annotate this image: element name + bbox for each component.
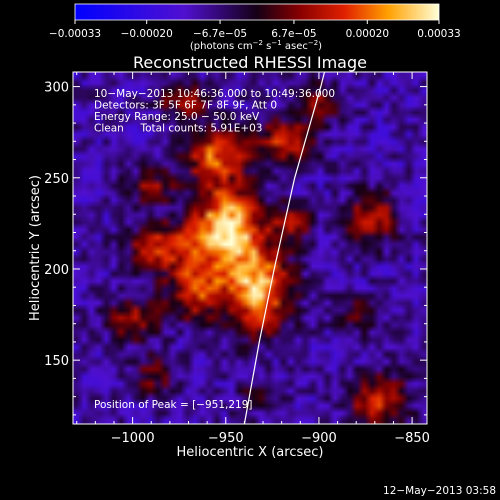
plot-frame	[72, 71, 428, 425]
x-tick-label: −900	[301, 431, 337, 446]
colorbar-ticks: −0.00033 −0.00020 −6.7e−05 6.7e−05 0.00020 0.…	[49, 20, 461, 40]
y-tick-label: 300	[44, 81, 69, 96]
colorbar-unit-label: (photons cm−2 s−1 asec−2)	[190, 39, 322, 52]
x-axis-title: Heliocentric X (arcsec)	[177, 445, 324, 460]
colorbar-tick-label: −6.7e−05	[193, 28, 247, 40]
chart-title: Reconstructed RHESSI Image	[133, 53, 367, 72]
heatmap-image	[73, 72, 427, 424]
x-tick-label: −850	[394, 431, 430, 446]
y-tick-label: 250	[44, 172, 69, 187]
colorbar-tick-label: 6.7e−05	[271, 28, 316, 40]
annotation-peak-position: Position of Peak = [−951,219]	[94, 399, 253, 411]
footer-date: 12−May−2013 03:58	[383, 485, 496, 497]
colorbar-tick-label: 0.00033	[417, 28, 460, 40]
y-tick-label: 150	[44, 354, 69, 369]
y-axis-title: Heliocentric Y (arcsec)	[28, 175, 43, 321]
y-axis-ticks: 150 200 250 300	[44, 81, 427, 416]
annotations: 10−May−2013 10:46:36.000 to 10:49:36.000…	[94, 88, 335, 411]
colorbar-tick-label: 0.00020	[346, 28, 389, 40]
x-tick-label: −950	[208, 431, 244, 446]
x-tick-label: −1000	[111, 431, 155, 446]
colorbar-gradient	[74, 3, 440, 21]
annotation-counts: Clean Total counts: 5.91E+03	[94, 123, 263, 135]
annotation-energy-range: Energy Range: 25.0 − 50.0 keV	[94, 111, 260, 123]
x-axis-ticks: −1000 −950 −900 −850	[76, 72, 430, 446]
annotation-time-range: 10−May−2013 10:46:36.000 to 10:49:36.000	[94, 88, 335, 100]
colorbar-tick-label: −0.00033	[49, 28, 101, 40]
plot-area: −1000 −950 −900 −850 150 200 250 300	[44, 71, 430, 446]
annotation-detectors: Detectors: 3F 5F 6F 7F 8F 9F, Att 0	[94, 100, 277, 112]
y-tick-label: 200	[44, 263, 69, 278]
solar-limb-curve	[243, 72, 326, 424]
colorbar: −0.00033 −0.00020 −6.7e−05 6.7e−05 0.00020 0.…	[49, 3, 461, 52]
colorbar-tick-label: −0.00020	[121, 28, 173, 40]
